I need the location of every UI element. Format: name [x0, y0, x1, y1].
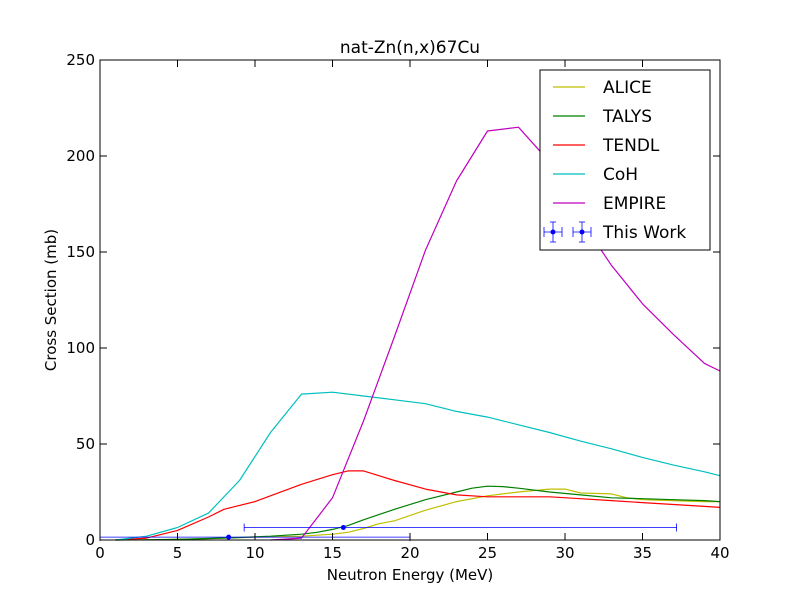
legend-this-work-marker [579, 229, 585, 235]
chart-title: nat-Zn(n,x)67Cu [340, 38, 480, 58]
legend-label-talys: TALYS [602, 107, 652, 127]
series-line-empire [270, 126, 721, 541]
this-work-point-2 [340, 525, 346, 531]
x-tick-label: 15 [323, 544, 342, 562]
y-tick-label: 200 [66, 147, 95, 165]
x-tick-label: 35 [633, 544, 652, 562]
series-line-tendl [115, 470, 721, 541]
y-tick-label: 100 [66, 339, 95, 357]
series-line-coh [115, 391, 721, 541]
y-tick-label: 250 [66, 51, 95, 69]
x-tick-label: 30 [555, 544, 574, 562]
y-axis-ticks: 0 50 100 150 200 250 [66, 51, 720, 549]
legend-box [539, 69, 711, 251]
y-tick-label: 50 [76, 435, 95, 453]
x-tick-label: 10 [245, 544, 264, 562]
legend-label-empire: EMPIRE [603, 194, 666, 214]
legend: ALICE TALYS TENDL CoH EMPIRE This Work [539, 69, 711, 251]
x-tick-label: 5 [173, 544, 183, 562]
y-tick-label: 150 [66, 243, 95, 261]
legend-label-coh: CoH [603, 165, 638, 185]
x-axis-ticks: 0 5 10 15 20 25 30 35 40 [95, 60, 730, 562]
x-axis-label: Neutron Energy (MeV) [327, 566, 494, 584]
legend-label-alice: ALICE [603, 78, 652, 98]
x-tick-label: 20 [400, 544, 419, 562]
legend-items: ALICE TALYS TENDL CoH EMPIRE This Work [543, 78, 686, 243]
this-work-point-1 [226, 534, 232, 540]
y-tick-label: 0 [85, 531, 95, 549]
y-axis-label: Cross Section (mb) [42, 229, 60, 371]
legend-label-tendl: TENDL [602, 136, 660, 156]
x-tick-label: 0 [95, 544, 105, 562]
x-tick-label: 40 [710, 544, 729, 562]
x-tick-label: 25 [478, 544, 497, 562]
legend-this-work-marker [550, 229, 556, 235]
legend-label-this-work: This Work [602, 223, 686, 243]
